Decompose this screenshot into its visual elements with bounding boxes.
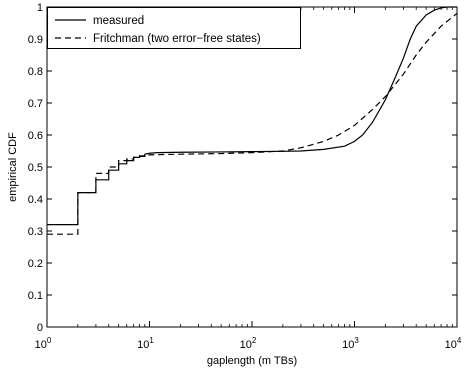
y-tick-label: 0.2 xyxy=(28,258,43,270)
x-tick-label: 101 xyxy=(137,336,154,351)
series-layer xyxy=(47,6,458,235)
legend-label-measured: measured xyxy=(93,15,144,27)
y-axis-label: empirical CDF xyxy=(7,132,19,202)
y-tick-label: 0.5 xyxy=(28,162,43,174)
series-line-1 xyxy=(47,12,458,235)
y-tick-label: 0.3 xyxy=(28,226,43,238)
x-tick-label: 103 xyxy=(342,336,359,351)
legend-box xyxy=(47,7,301,49)
y-tick-label: 0 xyxy=(37,322,43,334)
plot-area xyxy=(46,6,458,328)
x-tick-label: 100 xyxy=(35,336,52,351)
y-tick-label: 0.9 xyxy=(28,34,43,46)
y-tick-label: 1 xyxy=(37,2,43,14)
series-line-0 xyxy=(47,6,457,226)
legend: measured Fritchman (two error−free state… xyxy=(47,7,301,49)
y-tick-label: 0.4 xyxy=(28,194,43,206)
legend-label-fritchman: Fritchman (two error−free states) xyxy=(93,33,261,45)
axis-ticks xyxy=(46,6,458,328)
x-axis-label: gaplength (m TBs) xyxy=(207,355,297,367)
y-tick-label: 0.6 xyxy=(28,130,43,142)
y-tick-label: 0.7 xyxy=(28,98,43,110)
x-tick-label: 104 xyxy=(445,336,462,351)
y-tick-label: 0.1 xyxy=(28,290,43,302)
x-tick-label: 102 xyxy=(240,336,257,351)
axis-tick-labels: 0 0.1 0.2 0.3 0.4 0.5 0.6 0.7 0.8 0.9 1 100 101 102 10… xyxy=(28,2,462,351)
y-tick-label: 0.8 xyxy=(28,66,43,78)
